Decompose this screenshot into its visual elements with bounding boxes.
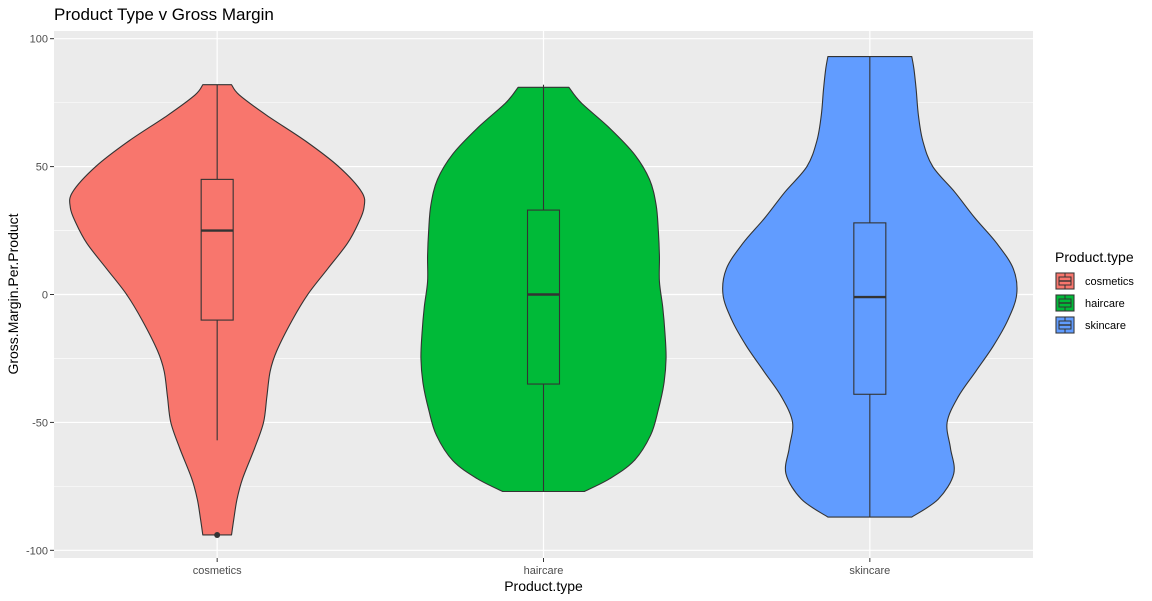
y-axis: -100 -50 0 50 100	[26, 34, 54, 557]
x-axis: cosmetics haircare skincare	[193, 558, 890, 577]
x-tick-label: cosmetics	[193, 565, 242, 577]
x-tick-label: haircare	[524, 565, 564, 577]
y-tick-label: 50	[36, 162, 48, 174]
y-tick-label: 0	[42, 290, 48, 302]
chart-title: Product Type v Gross Margin	[54, 5, 274, 24]
y-tick-label: -100	[26, 545, 48, 557]
box-haircare	[526, 209, 561, 385]
legend-label: haircare	[1085, 298, 1125, 310]
legend-label: cosmetics	[1085, 276, 1134, 288]
box-cosmetics	[200, 178, 234, 321]
x-tick-label: skincare	[849, 565, 890, 577]
legend-label: skincare	[1085, 320, 1126, 332]
legend: Product.type cosmetics haircare skincare	[1055, 249, 1134, 334]
x-axis-title: Product.type	[504, 578, 583, 594]
boxplots	[200, 56, 887, 538]
box-skincare	[853, 222, 887, 395]
y-tick-label: 100	[30, 34, 48, 46]
legend-title: Product.type	[1055, 249, 1134, 265]
y-tick-label: -50	[32, 417, 48, 429]
y-axis-title: Gross.Margin.Per.Product	[5, 213, 21, 374]
outlier-point	[214, 531, 221, 538]
